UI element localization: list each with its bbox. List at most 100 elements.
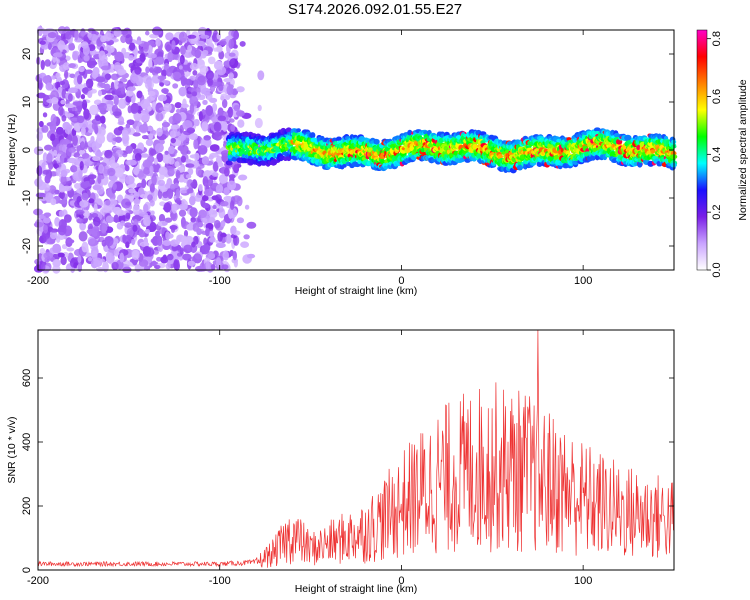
heatmap-cell [131,238,136,246]
heatmap-cell [78,170,83,180]
heatmap-cell [89,104,99,116]
heatmap-cell [61,88,67,99]
heatmap-cell [196,92,201,99]
heatmap-cell [196,221,204,228]
heatmap-cell [165,231,170,240]
heatmap-cell [161,121,170,128]
heatmap-cell [77,262,83,272]
heatmap-cell [105,215,114,224]
heatmap-cell [207,56,216,65]
heatmap-cell [215,257,222,268]
heatmap-cell [68,87,78,94]
heatmap-cell [34,178,43,187]
heatmap-cell [140,111,150,123]
heatmap-cell [58,199,68,204]
heatmap-cell [110,73,119,81]
heatmap-cell [216,32,221,40]
heatmap-cell [120,220,126,226]
heatmap-cell [133,167,140,175]
heatmap-cell [59,80,66,85]
heatmap-cell [213,161,219,172]
heatmap-cell [228,174,236,179]
heatmap-cell [128,188,136,194]
heatmap-cell [180,103,189,109]
heatmap-cell [46,152,53,163]
heatmap-cell [161,69,167,78]
heatmap-cell [172,71,182,80]
heatmap-cell [164,150,169,156]
heatmap-cell [143,167,151,175]
heatmap-cell [170,124,180,130]
heatmap-cell [171,40,176,50]
heatmap-cell [88,238,98,247]
heatmap-cell [66,239,75,244]
heatmap-cell [107,167,116,177]
heatmap-cell [205,227,210,237]
heatmap-cell [135,40,143,45]
heatmap-cell [164,183,171,189]
heatmap-cell [119,252,125,263]
heatmap-cell [179,54,185,65]
heatmap-cell [177,135,186,141]
heatmap-cell [210,264,216,271]
heatmap-cell [78,66,85,73]
heatmap-cell [140,194,147,199]
heatmap-cell [106,132,115,143]
heatmap-cell [167,168,175,177]
heatmap-cell [161,88,169,94]
heatmap-cell [171,203,178,214]
heatmap-cell [150,210,155,216]
heatmap-cell [158,213,166,223]
heatmap-cell [132,132,141,137]
heatmap-cell [52,264,61,274]
heatmap-cell [189,63,199,71]
heatmap-cell [218,50,225,60]
heatmap-cell [189,75,196,81]
heatmap-cell [82,153,90,159]
heatmap-cell [129,42,136,51]
heatmap-cell [68,63,76,69]
heatmap-cell [220,200,229,207]
heatmap-cell [147,53,157,59]
heatmap-cell [194,49,202,59]
heatmap-cell [127,159,137,166]
heatmap-cell [55,72,61,79]
heatmap-cell [49,228,59,233]
heatmap-cell [60,99,66,105]
heatmap-cell [171,211,178,222]
heatmap-cell [164,41,173,52]
heatmap-cell [139,153,150,158]
heatmap-cell [145,30,150,36]
heatmap-cell [211,195,219,201]
heatmap-cell [149,67,154,73]
heatmap-cell [213,72,219,80]
heatmap-cell [107,33,115,39]
heatmap-cell [62,185,72,191]
heatmap-cell [218,84,224,92]
heatmap-cell [142,75,153,85]
heatmap-cell [104,73,112,80]
heatmap-cell [47,32,57,39]
heatmap-cell [154,264,161,270]
heatmap-cell [153,66,163,74]
heatmap-cell [201,202,210,209]
heatmap-cell [42,217,51,224]
heatmap-cell [70,165,78,173]
heatmap-cell [43,224,49,234]
heatmap-cell [155,56,165,65]
heatmap-cell [147,155,155,163]
heatmap-cell [170,239,179,247]
heatmap-cell [189,195,196,206]
heatmap-cell [201,49,209,56]
heatmap-cell [36,131,43,142]
heatmap-cell [79,141,86,151]
heatmap-cell [107,198,118,207]
heatmap-cell [146,96,153,103]
heatmap-cell [220,95,225,101]
heatmap-cell [159,82,165,87]
heatmap-cell [72,51,78,61]
heatmap-cell [164,217,173,223]
heatmap-cell [157,75,167,80]
heatmap-cell [198,183,203,192]
heatmap-cell [93,99,102,106]
